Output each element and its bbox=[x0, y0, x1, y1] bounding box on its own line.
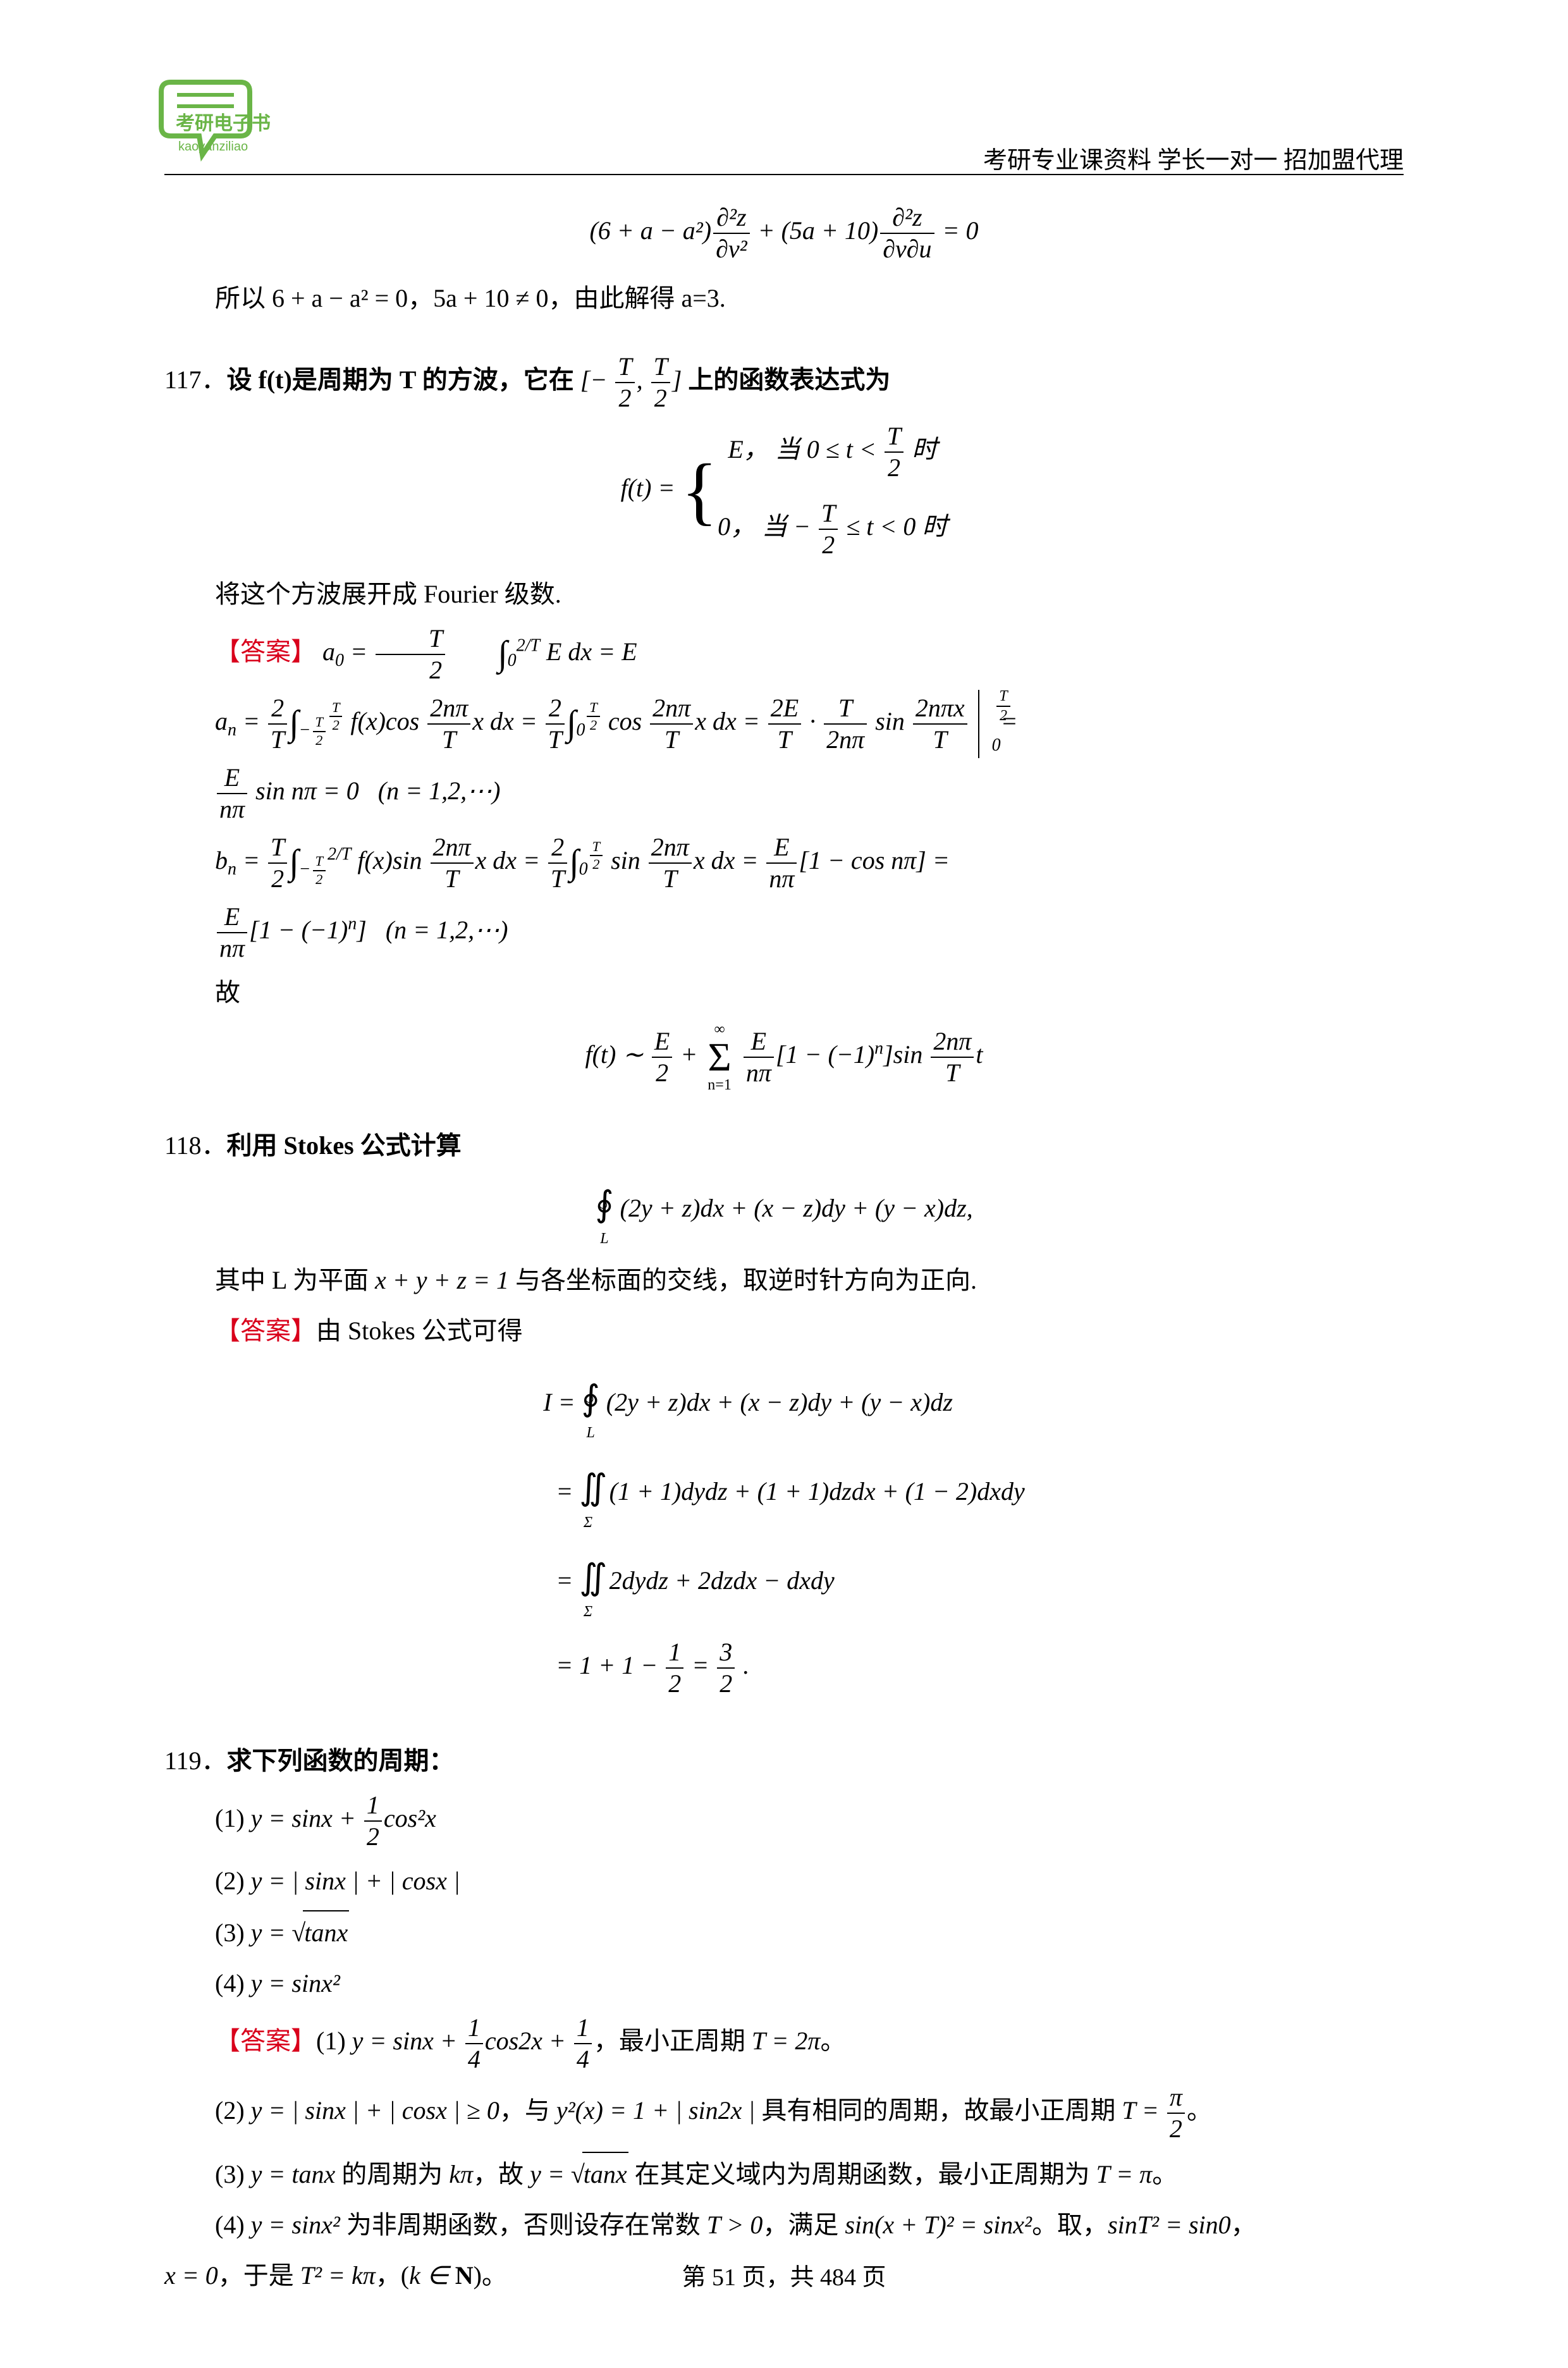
logo-text: 考研电子书 bbox=[176, 113, 271, 134]
page: 考研电子书 kaoyanziliao 考研专业课资料 学长一对一 招加盟代理 (… bbox=[0, 0, 1568, 2368]
problem-119: 119．求下列函数的周期： (1) y = sinx + 12cos²x (2)… bbox=[164, 1739, 1404, 2297]
logo: 考研电子书 kaoyanziliao bbox=[139, 76, 285, 164]
p117-an: an = 2T∫−T2T2 f(x)cos 2nπTx dx = 2T∫0T2 … bbox=[164, 693, 1404, 755]
p118-integral: ∮L (2y + z)dx + (x − z)dy + (y − x)dz, bbox=[164, 1175, 1404, 1246]
p117-an-2: Enπ sin nπ = 0 (n = 1,2,⋯) bbox=[164, 763, 1404, 825]
header-divider bbox=[164, 174, 1404, 175]
p117-answer: 【答案】 a0 = T2∫02/T E dx = E bbox=[164, 623, 1404, 685]
intro-text: 所以 6 + a − a² = 0，5a + 10 ≠ 0，由此解得 a=3. bbox=[164, 277, 1404, 320]
p118-cond: 其中 L 为平面 x + y + z = 1 与各坐标面的交线，取逆时针方向为正… bbox=[164, 1259, 1404, 1302]
p119-ans2: (2) y = | sinx | + | cosx | ≥ 0，与 y²(x) … bbox=[164, 2082, 1404, 2144]
content-area: (6 + a − a²)∂²z∂v² + (5a + 10)∂²z∂v∂u = … bbox=[164, 202, 1404, 2297]
logo-pinyin: kaoyanziliao bbox=[178, 140, 248, 154]
page-footer: 第 51 页，共 484 页 bbox=[0, 2257, 1568, 2292]
p119-ans3: (3) y = tanx 的周期为 kπ，故 y = √tanx 在其定义域内为… bbox=[164, 2152, 1404, 2196]
p117-bn-2: Enπ[1 − (−1)n] (n = 1,2,⋯) bbox=[164, 902, 1404, 964]
problem-number: 117． bbox=[164, 365, 227, 394]
problem-118: 118．利用 Stokes 公式计算 ∮L (2y + z)dx + (x − … bbox=[164, 1124, 1404, 1708]
answer-label: 【答案】 bbox=[215, 1316, 316, 1345]
p117-title: 117．设 f(t)是周期为 T 的方波，它在 [− T2, T2] 上的函数表… bbox=[164, 352, 1404, 414]
problem-number: 118． bbox=[164, 1131, 227, 1160]
problem-117: 117．设 f(t)是周期为 T 的方波，它在 [− T2, T2] 上的函数表… bbox=[164, 352, 1404, 1093]
p117-task: 将这个方波展开成 Fourier 级数. bbox=[164, 573, 1404, 616]
p117-gu: 故 bbox=[164, 971, 1404, 1014]
p119-ans4a: (4) y = sinx² 为非周期函数，否则设存在常数 T > 0，满足 si… bbox=[164, 2204, 1404, 2247]
p117-bn: bn = T2∫−T22/T f(x)sin 2nπTx dx = 2T∫0T2… bbox=[164, 832, 1404, 894]
answer-label: 【答案】 bbox=[215, 637, 316, 666]
p118-answer-lead: 【答案】由 Stokes 公式可得 bbox=[164, 1310, 1404, 1353]
p117-series: f(t) ∼ E2 + ∞Σn=1 Enπ[1 − (−1)n]sin 2nπT… bbox=[164, 1022, 1404, 1093]
p118-derivation: I = ∮L (2y + z)dx + (x − z)dy + (y − x)d… bbox=[164, 1360, 1404, 1708]
p119-title: 119．求下列函数的周期： bbox=[164, 1739, 1404, 1782]
p119-item1: (1) y = sinx + 12cos²x bbox=[164, 1790, 1404, 1852]
intro-equation: (6 + a − a²)∂²z∂v² + (5a + 10)∂²z∂v∂u = … bbox=[164, 202, 1404, 264]
p117-piecewise: f(t) = { E， 当 0 ≤ t < T2 时 0， 当 − T2 ≤ t… bbox=[164, 421, 1404, 560]
p119-item2: (2) y = | sinx | + | cosx | bbox=[164, 1860, 1404, 1903]
p119-item3: (3) y = √tanx bbox=[164, 1910, 1404, 1954]
p119-item4: (4) y = sinx² bbox=[164, 1962, 1404, 2005]
p119-ans1: 【答案】(1) y = sinx + 14cos2x + 14，最小正周期 T … bbox=[164, 2013, 1404, 2075]
problem-number: 119． bbox=[164, 1746, 227, 1775]
header-right-text: 考研专业课资料 学长一对一 招加盟代理 bbox=[983, 140, 1404, 175]
answer-label: 【答案】 bbox=[215, 2027, 316, 2055]
p118-title: 118．利用 Stokes 公式计算 bbox=[164, 1124, 1404, 1167]
